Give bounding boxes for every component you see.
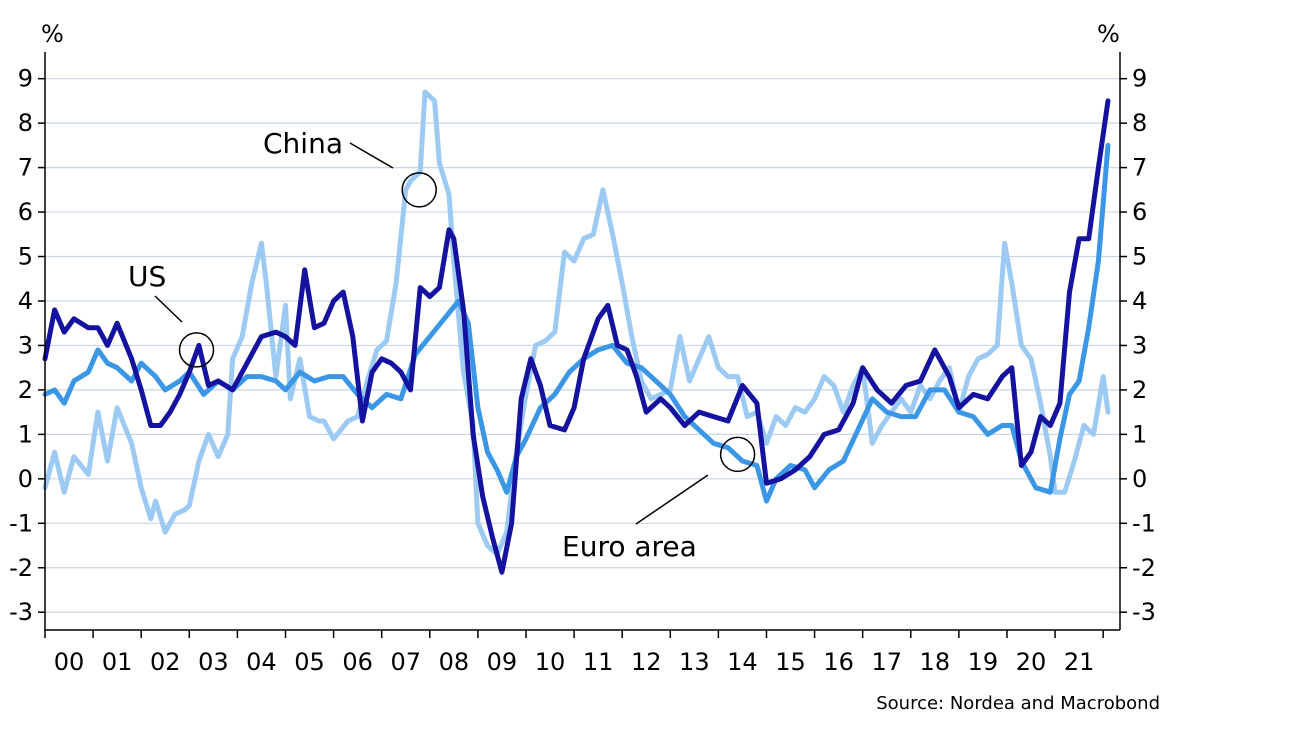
x-tick-label: 15 [775, 648, 806, 676]
x-tick-label: 03 [198, 648, 229, 676]
axes: 9 98 87 76 65 54 43 32 21 10 0-1 -1-2 -2-3 -300 01 02 03… [9, 52, 1156, 676]
euro-area-label: Euro area [562, 530, 697, 563]
annotations: China US Euro area [128, 127, 756, 563]
x-tick-label: 01 [102, 648, 133, 676]
y-tick-label-right: -3 [1132, 598, 1156, 626]
left-unit-label: % [41, 20, 64, 48]
x-tick-label: 06 [342, 648, 373, 676]
y-tick-label-left: 0 [18, 465, 33, 493]
x-tick-label: 08 [439, 648, 470, 676]
y-tick-label-right: 6 [1132, 198, 1147, 226]
china-pointer-line [349, 142, 394, 169]
x-tick-label: 10 [535, 648, 566, 676]
us-label: US [128, 260, 166, 293]
y-tick-label-left: 7 [18, 154, 33, 182]
y-tick-label-right: 1 [1132, 420, 1147, 448]
y-tick-label-right: 4 [1132, 287, 1147, 315]
series-lines [42, 89, 1111, 575]
x-tick-label: 02 [150, 648, 181, 676]
x-tick-label: 20 [1016, 648, 1047, 676]
y-tick-label-right: 0 [1132, 465, 1147, 493]
x-tick-label: 09 [487, 648, 518, 676]
source-note: Source: Nordea and Macrobond [876, 693, 1160, 714]
x-tick-label: 21 [1064, 648, 1095, 676]
x-tick-label: 19 [968, 648, 999, 676]
us-pointer-line [154, 295, 183, 323]
x-tick-label: 16 [823, 648, 854, 676]
y-tick-label-right: 5 [1132, 243, 1147, 271]
y-tick-label-right: -2 [1132, 554, 1156, 582]
y-tick-label-right: 7 [1132, 154, 1147, 182]
x-tick-label: 05 [294, 648, 325, 676]
series-line-euro-area [42, 142, 1111, 504]
x-tick-label: 13 [679, 648, 710, 676]
y-tick-label-left: 1 [18, 420, 33, 448]
x-tick-label: 18 [920, 648, 951, 676]
y-tick-label-left: 3 [18, 331, 33, 359]
y-tick-label-right: 3 [1132, 331, 1147, 359]
y-tick-label-right: 9 [1132, 65, 1147, 93]
y-tick-label-left: -2 [9, 554, 33, 582]
x-tick-label: 14 [727, 648, 758, 676]
y-tick-label-left: 6 [18, 198, 33, 226]
callout-circle-china [401, 172, 437, 208]
china-label: China [263, 127, 343, 160]
x-tick-label: 04 [246, 648, 277, 676]
y-tick-label-left: -1 [9, 509, 33, 537]
y-tick-label-left: 5 [18, 243, 33, 271]
series-line-us [42, 98, 1111, 575]
x-tick-label: 11 [583, 648, 614, 676]
y-tick-label-right: 8 [1132, 109, 1147, 137]
y-tick-label-right: -1 [1132, 509, 1156, 537]
euro-pointer-line [635, 474, 709, 525]
x-tick-label: 07 [390, 648, 421, 676]
x-tick-label: 12 [631, 648, 662, 676]
y-tick-label-left: 8 [18, 109, 33, 137]
callout-circle-euro-area [719, 436, 756, 473]
y-tick-label-left: 2 [18, 376, 33, 404]
x-tick-label: 17 [871, 648, 902, 676]
y-tick-label-right: 2 [1132, 376, 1147, 404]
right-unit-label: % [1097, 20, 1120, 48]
gridlines [45, 78, 1120, 613]
y-tick-label-left: 4 [18, 287, 33, 315]
series-line-china [42, 89, 1111, 557]
y-tick-label-left: -3 [9, 598, 33, 626]
callout-circle-us [178, 332, 215, 368]
y-tick-label-left: 9 [18, 65, 33, 93]
x-tick-label: 00 [54, 648, 85, 676]
